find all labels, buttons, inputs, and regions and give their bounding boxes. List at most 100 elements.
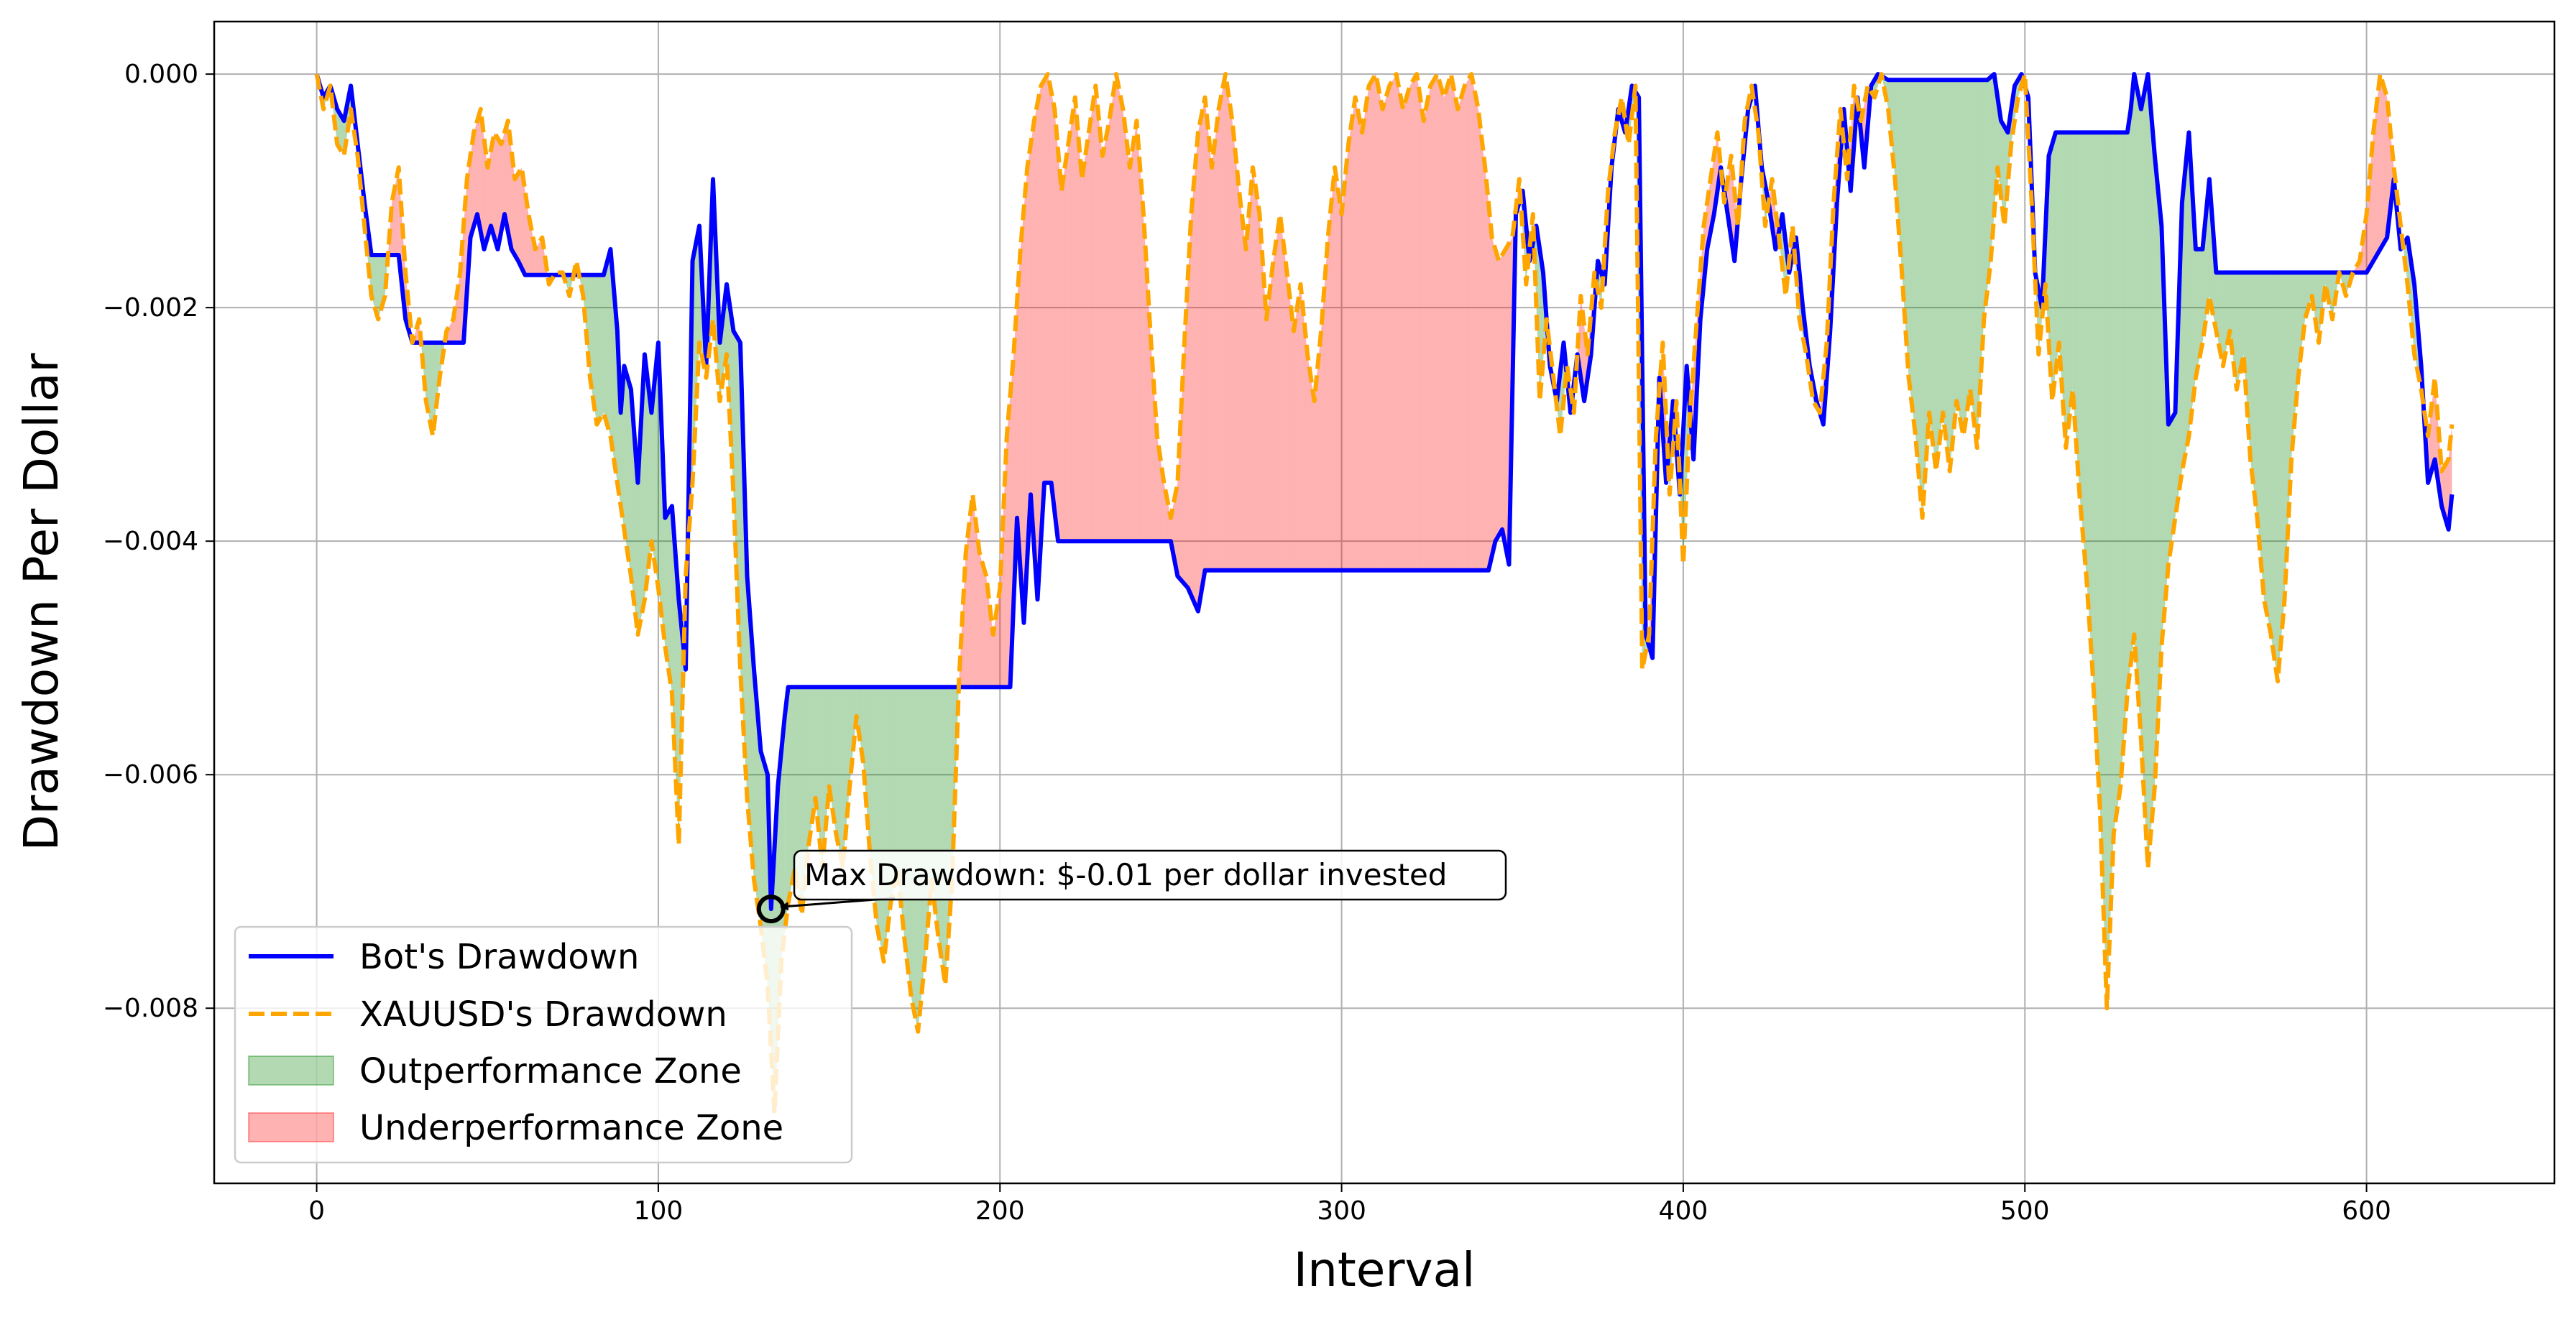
outperformance-zone — [547, 274, 549, 285]
underperformance-zone — [1368, 74, 1376, 570]
outperformance-zone — [1970, 80, 1977, 448]
underperformance-zone — [487, 149, 492, 238]
series-lines — [314, 72, 2455, 1116]
performance-zones — [316, 74, 2452, 1114]
underperformance-zone — [1430, 74, 1438, 570]
underperformance-zone — [1246, 167, 1253, 570]
outperformance-zone — [2066, 132, 2073, 448]
underperformance-zone — [1376, 74, 1383, 570]
x-tick-label: 200 — [975, 1196, 1025, 1226]
y-tick-label: −0.002 — [103, 293, 198, 323]
outperformance-zone — [2140, 74, 2148, 869]
outperformance-zone — [809, 687, 816, 845]
y-tick-label: −0.004 — [103, 527, 198, 556]
underperformance-zone — [1109, 74, 1116, 542]
underperformance-zone — [1389, 74, 1397, 570]
x-tick-label: 100 — [634, 1196, 684, 1226]
outperformance-zone — [597, 274, 604, 425]
outperformance-zone — [2107, 132, 2114, 1009]
underperformance-zone — [1362, 86, 1369, 570]
legend-label-outperformance: Outperformance Zone — [359, 1051, 742, 1091]
underperformance-zone — [1034, 103, 1038, 600]
underperformance-zone — [1423, 86, 1431, 570]
outperformance-zone — [945, 687, 952, 985]
annotation-box — [793, 849, 1507, 901]
y-tick-label: −0.006 — [103, 760, 198, 790]
outperformance-zone — [2277, 272, 2285, 682]
underperformance-zone — [501, 132, 505, 232]
underperformance-zone — [1355, 97, 1363, 570]
outperformance-zone — [1987, 77, 1991, 290]
legend-label-underperformance: Underperformance Zone — [359, 1108, 783, 1148]
outperformance-zone — [1963, 80, 1971, 436]
legend-label-bot: Bot's Drawdown — [359, 937, 639, 977]
x-tick-label: 300 — [1317, 1196, 1366, 1226]
outperformance-zone — [2127, 108, 2131, 693]
outperformance-zone — [788, 687, 796, 903]
underperformance-zone — [965, 494, 973, 688]
underperformance-zone — [986, 576, 993, 688]
underperformance-zone — [491, 132, 494, 238]
underperformance-zone — [1205, 97, 1212, 570]
underperformance-zone — [1287, 272, 1294, 570]
outperformance-zone — [2120, 132, 2128, 787]
outperformance-zone — [1943, 80, 1950, 471]
underperformance-zone — [1341, 144, 1349, 570]
underperformance-zone — [1095, 86, 1103, 542]
outperformance-zone — [2056, 132, 2059, 372]
outperformance-zone — [1573, 354, 1578, 413]
x-tick-label: 600 — [2342, 1196, 2391, 1226]
underperformance-zone — [1396, 74, 1404, 570]
underperformance-zone — [1225, 74, 1233, 570]
underperformance-zone — [1102, 121, 1110, 542]
legend-underperformance-swatch — [248, 1112, 334, 1142]
outperformance-zone — [938, 687, 946, 985]
outperformance-zone — [836, 687, 843, 869]
underperformance-zone — [1417, 74, 1424, 570]
outperformance-zone — [2291, 272, 2299, 460]
underperformance-zone — [1088, 86, 1096, 542]
legend-frame — [234, 925, 853, 1164]
annotation-text: Max Drawdown: $-0.01 per dollar invested — [804, 857, 1447, 892]
underperformance-zone — [1020, 208, 1024, 623]
underperformance-zone — [505, 121, 508, 232]
axis-ticks: 0 100 200 300 400 500 600 0.000 −0.002 −0.004 −0.0… — [103, 60, 2391, 1226]
outperformance-zone — [644, 354, 652, 600]
underperformance-zone — [1068, 97, 1075, 542]
outperformance-zone — [842, 687, 850, 869]
underperformance-zone — [1047, 74, 1052, 483]
underperformance-zone — [1238, 190, 1246, 570]
legend: Bot's Drawdown XAUUSD's Drawdown Outperfor… — [234, 925, 853, 1164]
outperformance-zone — [378, 255, 385, 320]
underperformance-zone — [1187, 214, 1192, 596]
underperformance-zone — [1123, 108, 1130, 542]
underperformance-zone — [1505, 243, 1509, 565]
underperformance-zone — [1041, 80, 1045, 542]
outperformance-zone — [2189, 132, 2196, 436]
underperformance-zone — [1437, 74, 1445, 570]
outperformance-zone — [1956, 80, 1964, 436]
underperformance-zone — [1471, 74, 1478, 570]
outperformance-zone — [1936, 80, 1944, 471]
outperformance-zone — [784, 687, 788, 933]
underperformance-zone — [1232, 121, 1239, 570]
underperformance-zone — [1054, 108, 1059, 542]
underperformance-zone — [1499, 255, 1502, 536]
outperformance-zone — [610, 249, 617, 483]
underperformance-zone — [1409, 74, 1417, 570]
outperformance-zone — [426, 342, 433, 436]
outperformance-zone — [603, 249, 611, 436]
underperformance-zone — [979, 553, 987, 688]
outperformance-zone — [2154, 155, 2162, 787]
outperformance-zone — [815, 687, 823, 869]
underperformance-zone — [1143, 214, 1151, 542]
outperformance-zone — [1994, 74, 1998, 215]
underperformance-zone — [1082, 132, 1089, 542]
x-axis-label: Interval — [1294, 1242, 1476, 1298]
x-tick-label: 0 — [308, 1196, 325, 1226]
y-tick-label: 0.000 — [124, 60, 198, 89]
underperformance-zone — [1191, 132, 1198, 611]
underperformance-zone — [1444, 74, 1451, 570]
underperformance-zone — [1348, 97, 1356, 570]
underperformance-zone — [392, 167, 399, 256]
